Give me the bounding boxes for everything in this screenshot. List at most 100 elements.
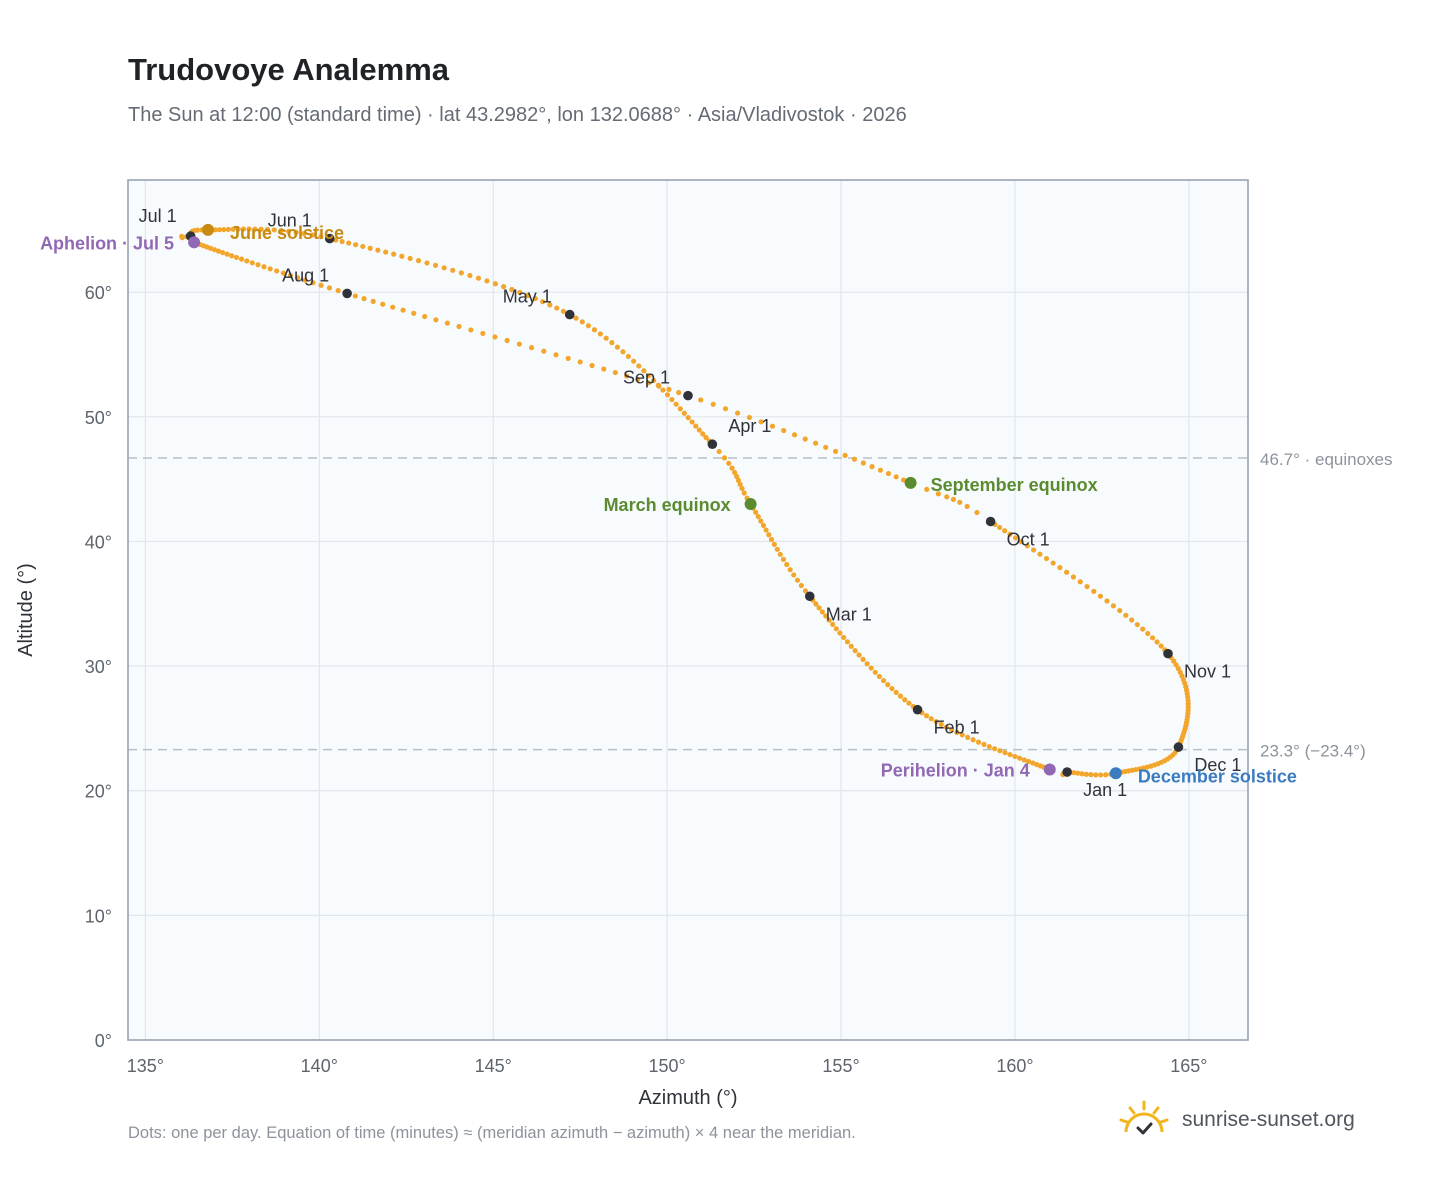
daily-sun-dot — [964, 503, 970, 510]
daily-sun-dot — [669, 396, 675, 403]
daily-sun-dot — [553, 352, 559, 358]
daily-sun-dot — [255, 262, 261, 268]
daily-sun-dot — [1104, 598, 1110, 604]
daily-sun-dot — [842, 452, 848, 458]
daily-sun-dot — [424, 260, 430, 266]
daily-sun-dot — [475, 275, 482, 281]
daily-sun-dot — [271, 227, 277, 233]
daily-sun-dot — [943, 724, 949, 730]
daily-sun-dot — [763, 527, 769, 533]
y-tick-label: 10° — [85, 906, 112, 926]
daily-sun-dot — [415, 258, 422, 264]
y-tick-label: 60° — [85, 283, 112, 303]
daily-sun-dot — [532, 295, 538, 302]
daily-sun-dot — [318, 234, 324, 240]
daily-sun-dot — [651, 377, 657, 384]
x-tick-label: 155° — [822, 1056, 859, 1076]
daily-sun-dot — [645, 380, 652, 386]
daily-sun-dot — [620, 349, 626, 355]
daily-sun-dot — [1043, 555, 1050, 562]
daily-sun-dot — [1037, 551, 1043, 557]
daily-sun-dot — [906, 700, 912, 706]
daily-sun-dot — [212, 227, 219, 233]
daily-sun-dot — [739, 485, 745, 492]
daily-sun-dot — [729, 465, 735, 471]
daily-sun-dot — [656, 383, 662, 389]
month-marker — [912, 704, 923, 715]
daily-sun-dot — [819, 609, 825, 615]
daily-sun-dot — [787, 567, 793, 573]
daily-sun-dot — [326, 285, 333, 291]
reference-line-label: 46.7° · equinoxes — [1260, 450, 1393, 469]
y-tick-label: 30° — [85, 657, 112, 677]
x-tick-label: 165° — [1170, 1056, 1207, 1076]
daily-sun-dot — [603, 335, 609, 341]
daily-sun-dot — [816, 605, 822, 611]
daily-sun-dot — [753, 509, 759, 515]
daily-sun-dot — [261, 264, 267, 270]
daily-sun-dot — [383, 249, 389, 255]
daily-sun-dot — [310, 280, 316, 286]
daily-sun-dot — [525, 292, 531, 299]
reference-line-label: 23.3° (−23.4°) — [1260, 742, 1366, 761]
daily-sun-dot — [676, 389, 682, 396]
daily-sun-dot — [868, 665, 874, 671]
daily-sun-dot — [1084, 583, 1090, 590]
daily-sun-dot — [666, 386, 672, 392]
daily-sun-dot — [278, 227, 284, 234]
daily-sun-dot — [221, 226, 227, 233]
daily-sun-dot — [948, 727, 955, 733]
daily-sun-dot — [726, 460, 732, 466]
daily-sun-dot — [813, 440, 819, 446]
daily-sun-dot — [997, 524, 1003, 531]
daily-sun-dot — [997, 748, 1003, 754]
daily-sun-dot — [992, 746, 998, 752]
daily-sun-dot — [370, 298, 376, 304]
daily-sun-dot — [1034, 761, 1040, 768]
daily-sun-dot — [860, 460, 866, 466]
daily-sun-dot — [1077, 579, 1083, 585]
daily-sun-dot — [893, 689, 899, 696]
daily-sun-dot — [1079, 771, 1085, 777]
daily-sun-dot — [635, 376, 641, 383]
daily-sun-dot — [391, 251, 397, 257]
daily-sun-dot — [721, 455, 728, 461]
daily-sun-dot — [848, 643, 854, 649]
daily-sun-dot — [211, 247, 218, 253]
daily-sun-dot — [777, 551, 783, 557]
daily-sun-dot — [492, 281, 498, 287]
daily-sun-dot — [280, 270, 286, 276]
daily-sun-dot — [1103, 772, 1109, 778]
daily-sun-dot — [625, 353, 631, 360]
daily-sun-dot — [975, 739, 982, 745]
daily-sun-dot — [970, 737, 976, 743]
daily-sun-dot — [735, 477, 742, 483]
chart-subtitle: The Sun at 12:00 (standard time) · lat 4… — [128, 104, 907, 126]
daily-sun-dot — [889, 685, 895, 692]
daily-sun-dot — [1012, 753, 1018, 760]
daily-sun-dot — [585, 323, 592, 329]
month-marker — [342, 288, 352, 299]
daily-sun-dot — [274, 268, 280, 274]
daily-sun-dot — [710, 401, 716, 407]
daily-sun-dot — [601, 366, 607, 372]
daily-sun-dot — [902, 697, 908, 703]
daily-sun-dot — [876, 673, 882, 680]
brand[interactable]: sunrise-sunset.org — [1118, 1100, 1355, 1140]
daily-sun-dot — [230, 226, 236, 232]
event-marker — [1109, 767, 1122, 780]
daily-sun-dot — [456, 323, 462, 330]
daily-sun-dot — [433, 317, 439, 323]
daily-sun-dot — [367, 245, 373, 251]
daily-sun-dot — [560, 308, 567, 314]
event-marker — [188, 236, 201, 249]
daily-sun-dot — [880, 677, 887, 684]
daily-sun-dot — [965, 734, 971, 740]
plot-area — [128, 180, 1248, 1040]
daily-sun-dot — [802, 436, 808, 442]
daily-sun-dot — [441, 265, 447, 271]
daily-sun-dot — [864, 661, 870, 667]
daily-sun-dot — [1018, 539, 1024, 545]
daily-sun-dot — [244, 258, 250, 264]
daily-sun-dot — [554, 305, 560, 311]
